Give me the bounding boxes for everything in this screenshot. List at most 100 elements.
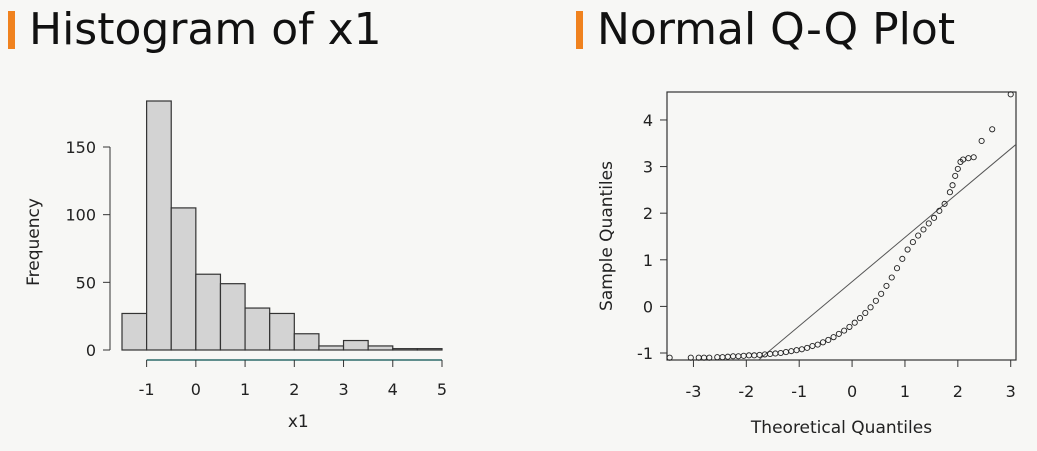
data-point xyxy=(825,336,832,344)
x-tick-label: 2 xyxy=(289,380,299,399)
data-point xyxy=(970,154,977,161)
data-point xyxy=(989,126,996,133)
data-point xyxy=(909,239,916,246)
data-point xyxy=(872,297,879,304)
data-point xyxy=(730,353,737,360)
data-point xyxy=(814,341,821,348)
histogram-title: Histogram of x1 xyxy=(8,4,382,55)
data-point xyxy=(941,200,948,207)
data-point xyxy=(978,137,985,144)
data-point xyxy=(899,255,906,262)
data-point xyxy=(719,354,726,361)
y-tick-label: 1 xyxy=(643,251,653,270)
y-tick-label: 0 xyxy=(86,341,96,360)
y-tick-label: 100 xyxy=(65,206,96,225)
histogram-bar xyxy=(416,348,443,351)
x-tick-label: 5 xyxy=(437,380,447,399)
histogram-chart: -1 0 1 2 3 4 5 x1 0 50 100 150 Frequency xyxy=(24,100,447,432)
data-point xyxy=(867,304,874,311)
histogram-bar xyxy=(367,345,394,351)
x-tick-label: -2 xyxy=(738,382,754,401)
data-point xyxy=(930,214,938,221)
data-point xyxy=(893,265,901,272)
qq-plot-chart: -3 -2 -1 0 1 2 3 Theoretical Quantiles -1 0 1 2 3 4 Sa… xyxy=(597,91,1017,438)
data-point xyxy=(904,246,911,253)
data-point xyxy=(793,347,800,354)
data-point xyxy=(809,342,816,350)
x-tick-label: 0 xyxy=(191,380,201,399)
data-point xyxy=(735,353,742,360)
x-tick-label: -1 xyxy=(139,380,155,399)
reference-line xyxy=(757,144,1016,360)
data-point xyxy=(751,352,758,359)
data-point xyxy=(798,346,805,353)
data-point xyxy=(920,226,927,233)
data-point xyxy=(745,352,753,359)
data-point xyxy=(706,354,713,361)
histogram-bar xyxy=(195,273,222,351)
data-point xyxy=(724,353,731,360)
data-point xyxy=(666,354,673,361)
x-tick-label: 4 xyxy=(388,380,398,399)
histogram-bar xyxy=(392,348,418,351)
data-point xyxy=(804,344,811,351)
data-point xyxy=(954,165,961,172)
plot-frame xyxy=(666,91,1017,361)
histogram-bar xyxy=(269,312,295,351)
data-point xyxy=(846,323,853,330)
histogram-bar xyxy=(146,100,172,351)
data-point xyxy=(1007,91,1014,98)
histogram-bar xyxy=(170,207,197,351)
x-tick-label: 1 xyxy=(900,382,910,401)
x-tick-label: 0 xyxy=(847,382,857,401)
data-point xyxy=(949,182,956,189)
y-tick-label: 50 xyxy=(76,273,96,292)
data-point xyxy=(883,282,890,289)
x-tick-label: 3 xyxy=(1006,382,1016,401)
data-point xyxy=(915,232,922,239)
data-point xyxy=(756,351,763,358)
qq-plot-title-text: Normal Q-Q Plot xyxy=(597,4,956,55)
data-point xyxy=(819,339,827,346)
data-point xyxy=(856,315,864,322)
x-axis-title: x1 xyxy=(288,412,309,432)
histogram-bar xyxy=(219,283,246,351)
y-axis-title: Sample Quantiles xyxy=(597,161,617,311)
data-point xyxy=(888,274,895,281)
histogram-bar xyxy=(293,333,320,351)
data-point xyxy=(946,189,953,196)
data-point xyxy=(952,172,959,179)
data-point xyxy=(740,352,747,359)
y-axis-title: Frequency xyxy=(24,198,44,286)
x-tick-label: 3 xyxy=(338,380,348,399)
x-tick-label: -1 xyxy=(791,382,807,401)
data-point xyxy=(687,354,694,361)
data-point xyxy=(782,349,790,356)
histogram-bar xyxy=(318,345,345,351)
data-point xyxy=(925,220,932,227)
y-tick-label: 4 xyxy=(643,111,653,130)
data-point xyxy=(772,350,779,357)
data-point xyxy=(714,354,721,361)
y-tick-label: 2 xyxy=(643,204,653,223)
data-point xyxy=(965,155,972,162)
histogram-title-text: Histogram of x1 xyxy=(29,4,382,55)
y-tick-label: 0 xyxy=(643,297,653,316)
histogram-bar xyxy=(342,339,369,351)
data-point xyxy=(878,290,885,297)
x-tick-label: 2 xyxy=(953,382,963,401)
y-tick-label: -1 xyxy=(637,344,653,363)
accent-bar xyxy=(8,10,15,49)
qq-plot-title: Normal Q-Q Plot xyxy=(576,4,955,55)
data-point xyxy=(835,330,842,337)
data-point xyxy=(777,349,784,357)
x-tick-label: -3 xyxy=(685,382,701,401)
data-point xyxy=(851,319,858,326)
histogram-bar xyxy=(244,307,271,351)
data-point xyxy=(841,327,848,334)
data-point xyxy=(936,207,943,214)
histogram-bar xyxy=(121,312,148,351)
x-tick-label: 1 xyxy=(240,380,250,399)
y-tick-label: 150 xyxy=(65,138,96,157)
